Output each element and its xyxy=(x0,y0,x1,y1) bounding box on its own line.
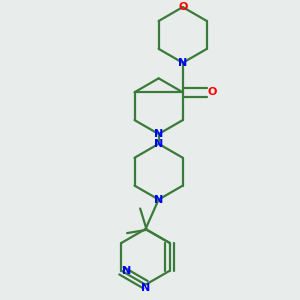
Text: N: N xyxy=(154,139,163,149)
Text: O: O xyxy=(178,2,188,12)
Text: N: N xyxy=(154,129,163,139)
Text: O: O xyxy=(208,87,217,97)
Text: N: N xyxy=(178,58,188,68)
Text: N: N xyxy=(122,266,131,276)
Text: N: N xyxy=(154,194,163,205)
Text: N: N xyxy=(141,283,150,293)
